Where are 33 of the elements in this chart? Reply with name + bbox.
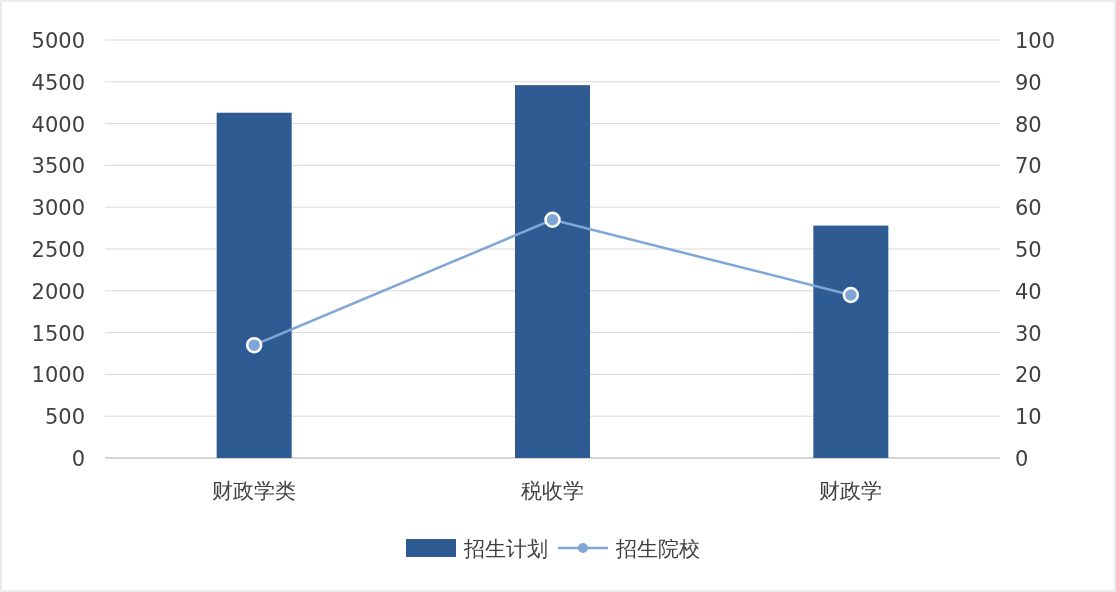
y-tick-label: 4500 xyxy=(31,70,85,95)
point xyxy=(544,211,561,228)
y2-tick-label: 0 xyxy=(1015,447,1029,471)
bar xyxy=(515,85,590,458)
y-tick-label: 5000 xyxy=(31,29,85,53)
y-tick-label: 0 xyxy=(71,447,85,471)
y-tick-label: 3000 xyxy=(31,196,85,221)
y-tick-label: 1000 xyxy=(31,363,85,388)
y2-tick-label: 90 xyxy=(1015,70,1042,95)
y2-tick-label: 40 xyxy=(1015,279,1042,304)
y2-tick-label: 30 xyxy=(1015,321,1042,346)
y-tick-label: 2000 xyxy=(31,279,85,304)
y2-tick-label: 10 xyxy=(1015,405,1042,430)
y-tick-label: 3500 xyxy=(31,154,85,179)
y2-tick-label: 50 xyxy=(1015,238,1042,262)
y2-tick-label: 100 xyxy=(1015,29,1056,53)
bar xyxy=(216,112,292,458)
y-tick-label: 4000 xyxy=(31,112,85,137)
legend-label: 招生计划 xyxy=(463,537,548,561)
x-tick-label: 财政学类 xyxy=(212,479,297,503)
x-tick-label: 财政学 xyxy=(819,479,883,503)
legend-label: 招生院校 xyxy=(615,537,700,561)
bar xyxy=(813,225,889,458)
y-tick-label: 500 xyxy=(44,405,85,430)
x-tick-label: 税收学 xyxy=(521,479,584,503)
y2-tick-label: 70 xyxy=(1015,154,1042,179)
y2-tick-label: 20 xyxy=(1015,363,1042,388)
point xyxy=(842,286,860,304)
y-tick-label: 2500 xyxy=(31,238,85,262)
point xyxy=(245,336,263,354)
y-tick-label: 1500 xyxy=(31,321,85,346)
y2-tick-label: 80 xyxy=(1015,112,1042,137)
y2-tick-label: 60 xyxy=(1015,196,1042,221)
